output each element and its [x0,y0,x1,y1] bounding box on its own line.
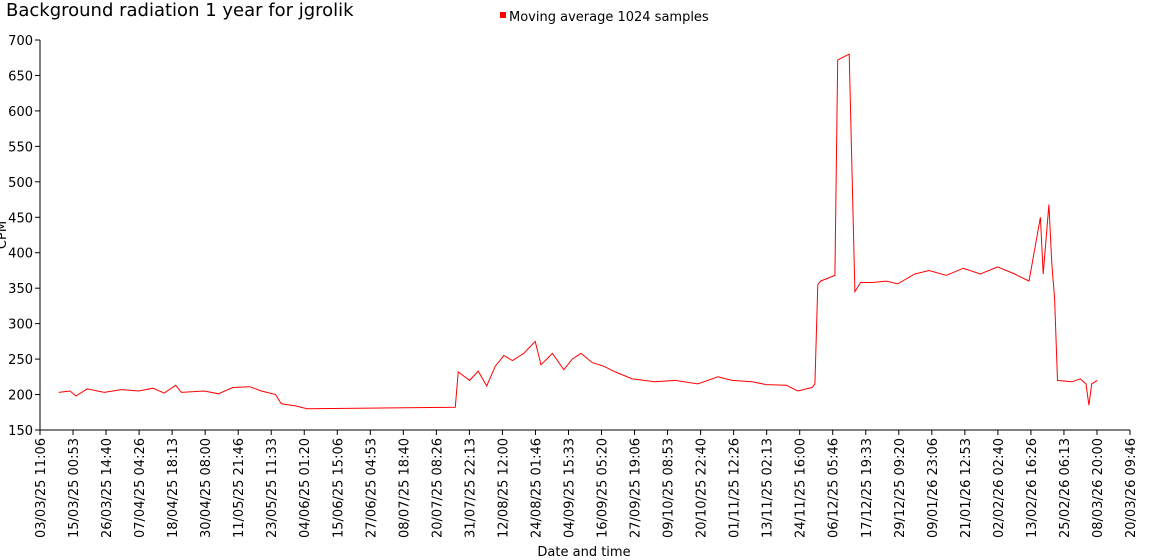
x-tick-label: 06/12/25 05:46 [827,438,842,538]
y-axis-label: CPM [0,221,10,249]
x-tick-label: 20/03/26 09:46 [1124,438,1139,538]
y-tick-label: 200 [8,389,33,404]
y-tick-label: 400 [8,247,33,262]
x-tick-label: 29/12/25 09:20 [893,438,908,538]
x-tick-label: 25/02/26 06:13 [1058,438,1073,538]
y-tick-label: 500 [8,176,33,191]
x-tick-label: 07/04/25 04:26 [133,438,148,538]
x-tick-label: 17/12/25 19:33 [860,438,875,538]
x-tick-label: 13/11/25 02:13 [761,438,776,538]
x-tick-label: 13/02/26 16:26 [1025,438,1040,538]
x-tick-label: 24/08/25 01:46 [529,438,544,538]
y-tick-label: 150 [8,424,33,439]
y-tick-label: 350 [8,282,33,297]
y-tick-label: 250 [8,353,33,368]
y-tick-label: 300 [8,318,33,333]
x-tick-label: 09/10/25 08:53 [662,438,677,538]
x-tick-label: 12/08/25 12:00 [496,438,511,538]
x-tick-label: 26/03/25 14:40 [100,438,115,538]
x-tick-label: 23/05/25 11:33 [265,438,280,538]
y-tick-label: 600 [8,105,33,120]
x-tick-label: 04/06/25 01:20 [298,438,313,538]
legend-label: Moving average 1024 samples [509,10,709,25]
x-tick-label: 01/11/25 12:26 [728,438,743,538]
x-tick-label: 11/05/25 21:46 [232,438,247,538]
x-tick-label: 02/02/26 02:40 [992,438,1007,538]
x-tick-label: 09/01/26 23:06 [926,438,941,538]
x-tick-label: 16/09/25 05:20 [596,438,611,538]
y-tick-label: 700 [8,34,33,49]
x-tick-label: 18/04/25 18:13 [166,438,181,538]
x-tick-label: 20/10/25 22:40 [695,438,710,538]
x-tick-label: 15/03/25 00:53 [67,438,82,538]
data-line [58,53,1098,410]
y-tick-label: 450 [8,211,33,226]
legend-swatch [500,12,506,18]
x-tick-label: 03/03/25 11:06 [34,438,49,538]
x-tick-label: 24/11/25 16:00 [794,438,809,538]
x-tick-label: 27/09/25 19:06 [629,438,644,538]
y-tick-label: 650 [8,69,33,84]
chart-title: Background radiation 1 year for jgrolik [6,0,354,21]
x-tick-label: 15/06/25 15:06 [331,438,346,538]
y-tick-label: 550 [8,140,33,155]
x-tick-label: 20/07/25 08:26 [430,438,445,538]
x-axis-label: Date and time [537,545,630,560]
x-tick-label: 31/07/25 22:13 [463,438,478,538]
x-tick-label: 04/09/25 15:33 [562,438,577,538]
x-tick-label: 27/06/25 04:53 [364,438,379,538]
x-tick-label: 08/07/25 18:40 [397,438,412,538]
x-tick-label: 30/04/25 08:00 [199,438,214,538]
x-tick-label: 21/01/26 12:53 [959,438,974,538]
x-tick-label: 08/03/26 20:00 [1091,438,1106,538]
